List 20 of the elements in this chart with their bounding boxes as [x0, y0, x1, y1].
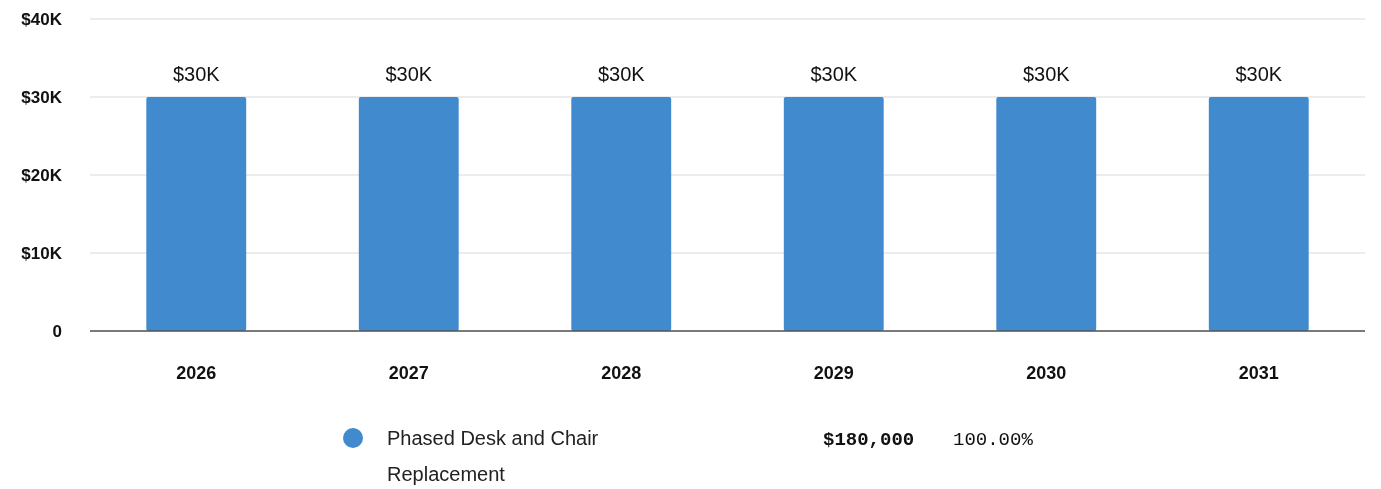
text: $30K — [385, 63, 433, 85]
x-tick-label: 2028 — [601, 363, 642, 384]
x-tick-label: 2029 — [813, 363, 854, 384]
text: $30K — [172, 63, 220, 85]
x-tick-label: 2027 — [388, 363, 429, 384]
text: $30K — [1022, 63, 1070, 85]
y-tick-label: $10K — [21, 243, 63, 263]
text: $30K — [810, 63, 858, 85]
x-tick-label: 2031 — [1238, 363, 1279, 384]
text: $30K — [1235, 63, 1283, 85]
x-tick-label: 2030 — [1026, 363, 1067, 384]
text: 100.00% — [953, 428, 1034, 451]
x-tick-label: 2026 — [176, 363, 217, 384]
y-tick-label: $20K — [21, 165, 63, 185]
text: $30K — [597, 63, 645, 85]
y-tick-label: $40K — [21, 9, 63, 29]
legend-label: Phased Desk and Chair Replacement — [387, 427, 599, 485]
y-tick-label: 0 — [52, 321, 62, 341]
y-tick-label: $30K — [21, 87, 63, 107]
text: $180,000 — [823, 428, 915, 451]
